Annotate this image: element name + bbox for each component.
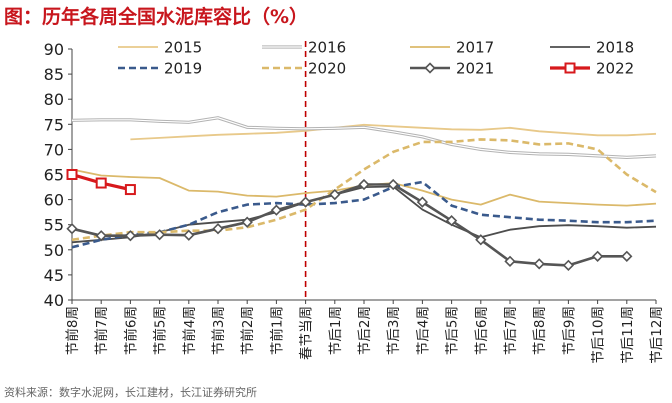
legend-item-2016: 2016 [262, 39, 346, 57]
point-marker-2021 [95, 230, 107, 242]
y-tick-label: 85 [44, 65, 64, 84]
y-tick-label: 90 [44, 40, 64, 59]
point-marker-2021 [66, 223, 78, 235]
y-tick-label: 55 [44, 216, 64, 235]
point-marker-2021 [621, 250, 633, 262]
chart-legend: 2015 2016 2017 2018 2019 2020 2021 2022 [118, 39, 634, 78]
series-2015 [130, 123, 657, 141]
point-marker-2022 [95, 177, 107, 189]
source-note: 资料来源：数字水泥网，长江建材，长江证券研究所 [4, 386, 257, 399]
series-layer [66, 116, 657, 271]
point-marker-2021 [475, 234, 487, 246]
x-tick-label: 节后3周 [386, 306, 402, 355]
point-marker-2021 [387, 178, 399, 191]
legend-item-2022: 2022 [550, 60, 634, 78]
point-marker-2021 [153, 229, 166, 241]
point-marker-2021 [591, 250, 604, 262]
x-tick-label: 节前3周 [210, 306, 227, 355]
point-marker-2021 [212, 223, 224, 235]
legend-label: 2019 [164, 60, 202, 78]
x-tick-label: 节后10周 [591, 306, 607, 364]
y-tick-label: 60 [44, 191, 64, 210]
legend-item-2019: 2019 [118, 60, 202, 78]
y-tick-label: 40 [44, 291, 64, 310]
x-tick-label: 节后8周 [532, 306, 548, 355]
series-line-2015 [130, 123, 657, 141]
x-tick-label: 节前7周 [93, 306, 110, 355]
series-line-2021 [71, 183, 627, 267]
legend-label: 2022 [596, 60, 634, 78]
x-tick-label: 节前4周 [181, 306, 198, 355]
x-tick-label: 节前5周 [152, 306, 169, 355]
x-tick-label: 节前6周 [122, 306, 139, 355]
x-tick-label: 节前1周 [268, 306, 285, 355]
point-marker-2021 [358, 178, 370, 191]
legend-label: 2016 [308, 39, 346, 57]
x-tick-label: 节后5周 [445, 306, 461, 355]
y-tick-label: 75 [44, 115, 64, 134]
legend-label: 2020 [308, 60, 346, 78]
x-tick-label: 节前2周 [239, 306, 256, 355]
legend-item-2021: 2021 [410, 60, 494, 78]
series-2019 [71, 180, 657, 249]
legend-item-2017: 2017 [410, 39, 494, 57]
x-tick-label: 节后9周 [561, 306, 577, 355]
legend-marker [564, 62, 576, 74]
point-marker-2021 [299, 196, 312, 208]
y-tick-label: 70 [44, 140, 64, 159]
y-tick-label: 45 [44, 266, 64, 285]
chart-title: 图：历年各周全国水泥库容比（%） [4, 6, 309, 28]
point-marker-2021 [124, 230, 137, 242]
legend-item-2020: 2020 [262, 60, 346, 78]
point-marker-2022 [66, 169, 78, 180]
y-tick-label: 65 [44, 166, 64, 185]
legend-label: 2018 [596, 39, 634, 57]
x-tick-label: 节前8周 [64, 306, 81, 355]
legend-label: 2021 [456, 60, 494, 78]
x-tick-label: 节后2周 [357, 306, 373, 355]
legend-label: 2017 [456, 39, 494, 57]
legend-item-2015: 2015 [118, 39, 202, 57]
x-tick-label: 节后11周 [620, 306, 636, 364]
x-tick-label: 节后4周 [415, 306, 431, 355]
point-marker-2021 [445, 215, 458, 227]
y-tick-label: 50 [44, 241, 64, 260]
legend-item-2018: 2018 [550, 39, 634, 57]
point-marker-2021 [241, 216, 253, 228]
point-marker-2021 [533, 258, 545, 270]
x-tick-label: 春节当周 [299, 306, 315, 360]
point-marker-2021 [270, 204, 283, 216]
point-marker-2021 [416, 196, 429, 208]
series-line-inner-2016 [71, 117, 657, 159]
x-tick-label: 节后6周 [474, 306, 490, 355]
series-2016 [71, 116, 657, 160]
point-marker-2021 [183, 229, 195, 241]
point-marker-2021 [504, 255, 516, 267]
y-tick-label: 80 [44, 90, 64, 109]
legend-marker [424, 62, 436, 74]
x-tick-label: 节后12周 [649, 306, 665, 364]
x-tick-label: 节后7周 [503, 306, 519, 355]
series-line-2019 [71, 180, 657, 249]
series-line-2020 [71, 138, 657, 242]
point-marker-2021 [329, 188, 341, 201]
point-marker-2022 [124, 184, 136, 196]
x-tick-label: 节后1周 [328, 306, 344, 355]
point-marker-2021 [562, 259, 575, 271]
series-2020 [71, 138, 657, 242]
legend-label: 2015 [164, 39, 202, 57]
series-2021 [66, 178, 633, 271]
series-2022 [66, 169, 136, 196]
